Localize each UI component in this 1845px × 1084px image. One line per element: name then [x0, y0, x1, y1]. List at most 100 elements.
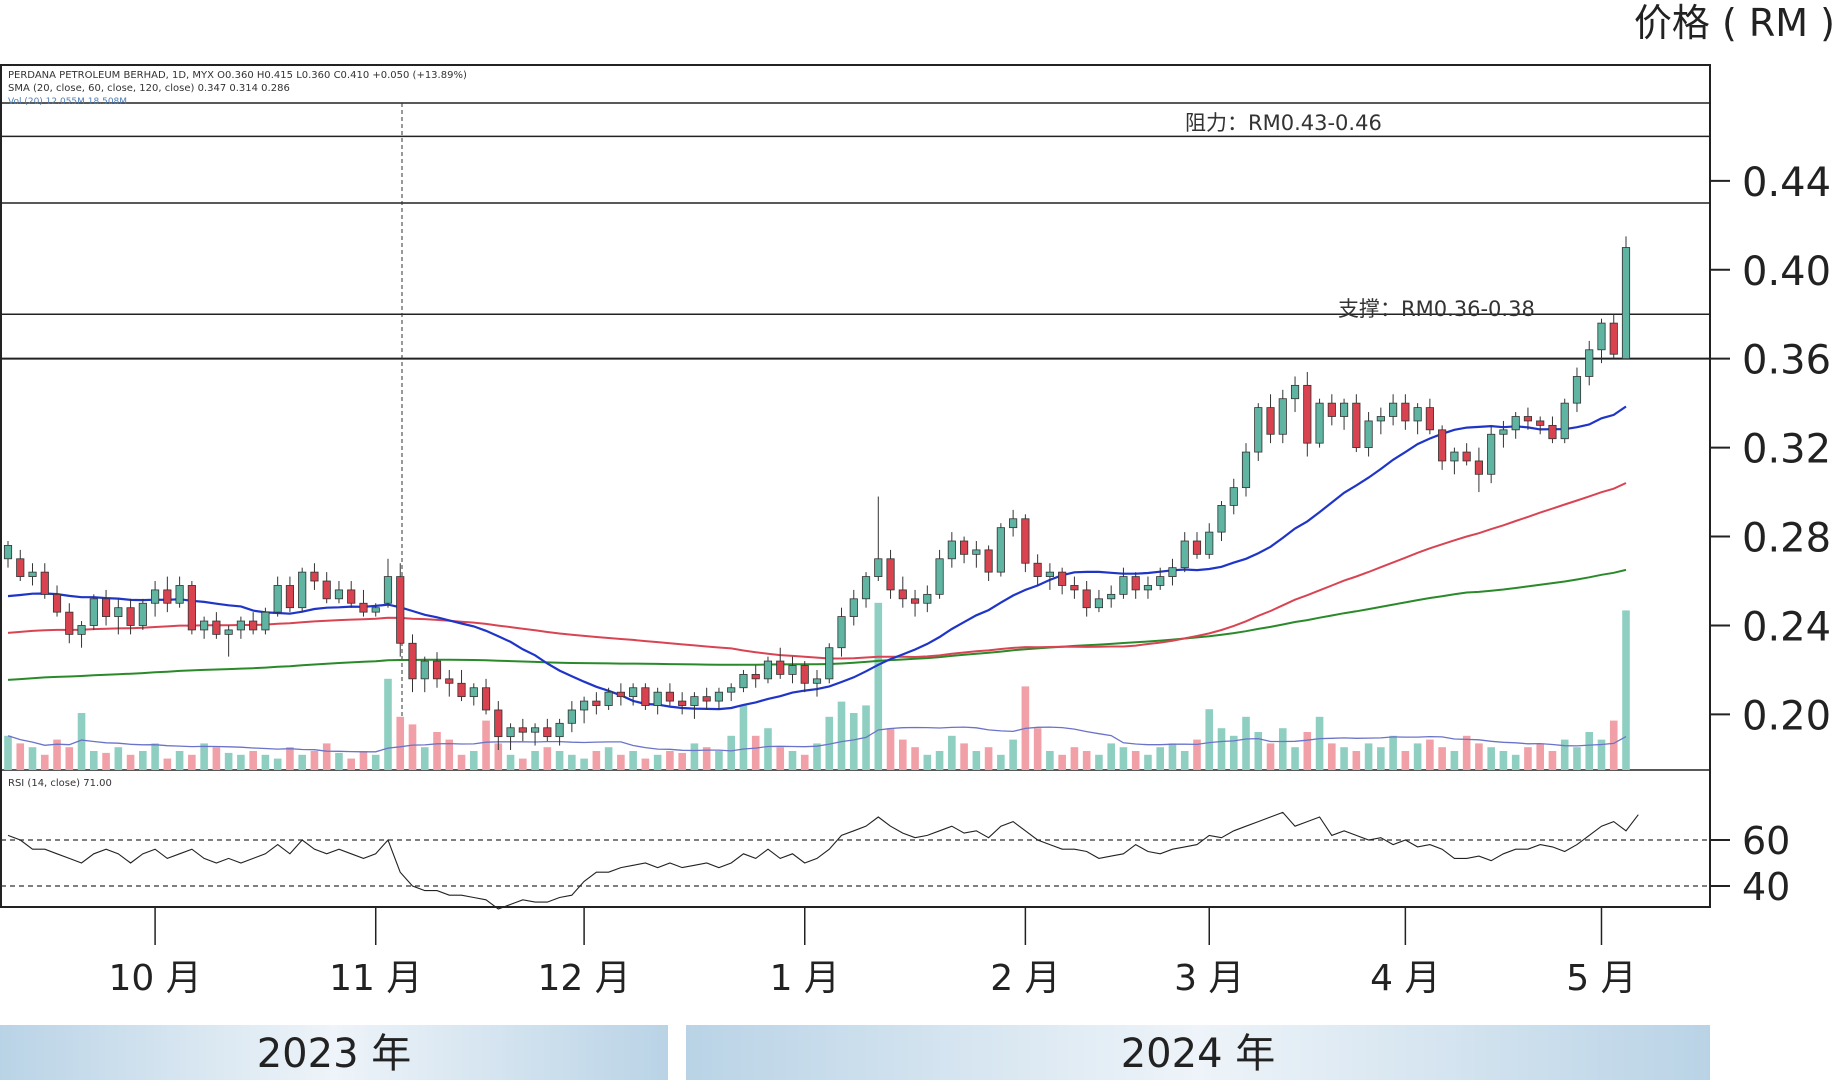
candle-body — [481, 687, 491, 711]
candle — [1143, 576, 1153, 599]
volume-bar — [1328, 743, 1336, 770]
candle — [1180, 532, 1189, 573]
volume-bar — [874, 602, 883, 770]
volume-bar — [1413, 743, 1422, 770]
volume-bar — [1046, 751, 1054, 770]
volume-bar — [212, 747, 221, 770]
candle-body — [1352, 402, 1361, 449]
volume-bar — [298, 754, 306, 770]
volume-bar — [1144, 754, 1152, 770]
candle — [592, 692, 601, 715]
volume-bar — [1303, 732, 1312, 770]
candle — [1352, 394, 1361, 453]
candle-body — [16, 558, 25, 577]
candle-body — [1364, 420, 1373, 449]
resistance-annotation: 阻力：RM0.43-0.46 — [1185, 111, 1382, 135]
candle-body — [665, 691, 674, 702]
candle — [1290, 376, 1300, 413]
candle — [788, 656, 797, 684]
candle-body — [1303, 384, 1312, 444]
candle-body — [151, 589, 160, 604]
candle-body — [567, 709, 576, 724]
candle — [1266, 394, 1275, 444]
volume-bar — [1487, 747, 1495, 770]
candle-body — [1597, 322, 1606, 351]
month-label: 2 月 — [990, 958, 1060, 999]
candle — [1229, 478, 1238, 515]
volume-bar — [1254, 732, 1263, 770]
volume-bar — [163, 758, 172, 770]
candle-body — [947, 540, 956, 560]
candle — [580, 696, 589, 724]
candle-body — [1278, 398, 1287, 435]
candle-body — [923, 593, 932, 604]
candle-body — [1487, 433, 1496, 475]
volume-bar — [751, 735, 760, 770]
candle — [101, 589, 111, 626]
vol-header: Vol (20) 12.055M 18.508M — [8, 97, 127, 107]
volume-bar — [1450, 751, 1459, 770]
volume-bar — [1070, 747, 1079, 770]
candle-body — [788, 665, 797, 675]
candle — [3, 540, 13, 568]
volume-bar — [1095, 754, 1103, 770]
candle — [77, 621, 86, 648]
volume-bar — [1438, 747, 1446, 770]
volume-bar — [788, 751, 797, 770]
price-tick-label: 0.28 — [1742, 516, 1831, 562]
candle — [1327, 394, 1336, 426]
candle — [763, 656, 773, 684]
candle-body — [776, 660, 785, 675]
month-label: 12 月 — [537, 958, 630, 999]
volume-bar — [65, 747, 74, 770]
candle-body — [690, 696, 699, 706]
candle — [457, 669, 466, 702]
y-axis-title: 价格 ( RM ) — [1634, 1, 1835, 45]
candle — [1597, 318, 1606, 364]
candle-body — [874, 558, 883, 577]
volume-bar — [249, 751, 257, 770]
volume-bar — [1315, 716, 1324, 770]
candle-body — [1401, 402, 1410, 422]
candle-body — [52, 593, 62, 613]
month-label: 5 月 — [1566, 958, 1636, 999]
volume-bar — [837, 701, 846, 770]
candle-body — [1254, 407, 1263, 453]
candle-body — [1339, 402, 1349, 417]
candle — [249, 612, 258, 635]
volume-bar — [494, 743, 503, 770]
candle — [285, 576, 295, 613]
candle — [1315, 398, 1324, 448]
candle-body — [65, 611, 74, 635]
candle — [359, 589, 368, 617]
candle — [1107, 585, 1116, 608]
volume-bar — [1168, 743, 1177, 770]
candle — [138, 598, 147, 630]
candle — [163, 576, 172, 613]
candle-body — [653, 691, 662, 706]
candle-body — [1389, 402, 1398, 417]
candle — [1205, 523, 1214, 559]
volume-bar — [1193, 739, 1201, 770]
candle-body — [837, 616, 846, 649]
volume-bar — [764, 728, 772, 770]
candle-body — [396, 576, 405, 644]
volume-bar — [653, 754, 662, 770]
volume-bar — [1462, 735, 1471, 770]
candle — [935, 549, 944, 599]
volume-bar — [4, 735, 12, 770]
candle-body — [334, 589, 344, 600]
volume-bar — [1156, 747, 1165, 770]
candle-body — [420, 660, 429, 680]
ticker-header: PERDANA PETROLEUM BERHAD, 1D, MYX O0.360… — [8, 70, 467, 81]
volume-bar — [727, 735, 735, 770]
candle — [1560, 398, 1569, 444]
volume-bar — [384, 678, 392, 770]
candle — [861, 572, 871, 608]
candle — [224, 625, 233, 657]
candle — [1364, 412, 1373, 457]
candle-body — [1241, 451, 1251, 489]
candle-body — [359, 602, 368, 613]
candle — [812, 669, 822, 697]
